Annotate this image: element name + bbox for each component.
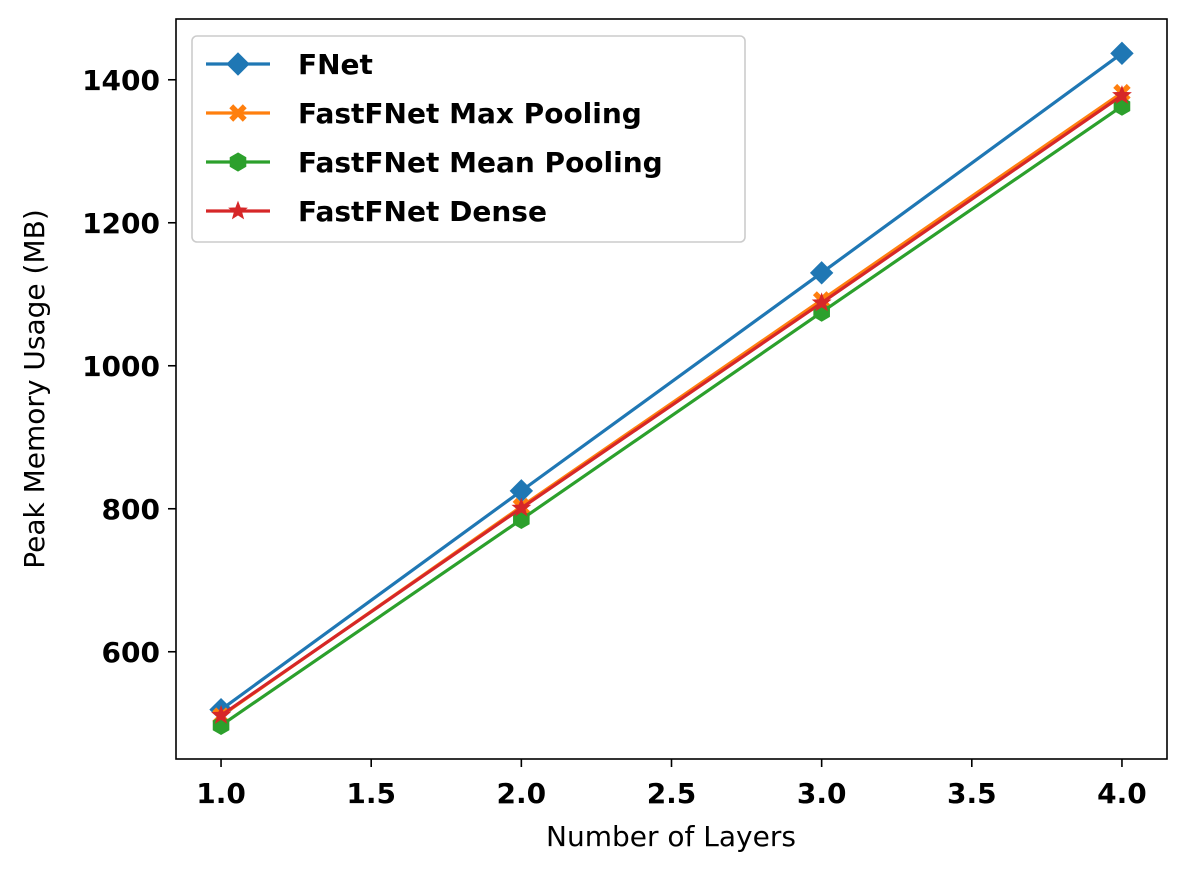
legend-label: FastFNet Dense xyxy=(298,195,547,228)
series-line-fnet xyxy=(220,52,1123,711)
legend-frame xyxy=(191,35,746,243)
y-tick-label: 800 xyxy=(102,493,160,526)
legend-label: FastFNet Max Pooling xyxy=(298,97,642,130)
series-fastfnet-dense xyxy=(211,85,1132,724)
x-axis-label: Number of Layers xyxy=(546,820,796,853)
legend-entry-fastfnet-dense: FastFNet Dense xyxy=(206,195,547,228)
legend-marker xyxy=(226,52,250,76)
x-axis: 1.0 1.5 2.0 2.5 3.0 3.5 4.0 xyxy=(196,759,1147,810)
legend-marker xyxy=(229,152,247,172)
series-line-fastfnet-mean-pooling xyxy=(220,104,1123,727)
x-tick-label: 1.5 xyxy=(346,777,396,810)
data-point-fastfnet-dense xyxy=(211,704,231,724)
y-axis-label: Peak Memory Usage (MB) xyxy=(18,209,51,569)
legend-entry-fastfnet-mean-pooling: FastFNet Mean Pooling xyxy=(206,146,663,179)
legend-entry-fastfnet-max-pooling: FastFNet Max Pooling xyxy=(206,97,642,130)
x-tick-label: 1.0 xyxy=(196,777,246,810)
series-layer xyxy=(209,41,1134,735)
x-tick-label: 2.5 xyxy=(647,777,697,810)
x-tick-label: 2.0 xyxy=(497,777,547,810)
y-tick-label: 1200 xyxy=(82,207,160,240)
y-tick-label: 600 xyxy=(102,636,160,669)
series-line-fastfnet-dense xyxy=(220,94,1123,717)
legend: FNet FastFNet Max Pooling FastFNet Mean Po… xyxy=(191,35,746,243)
y-axis: 600 800 1000 1200 1400 xyxy=(82,64,176,669)
x-tick-label: 3.0 xyxy=(797,777,847,810)
data-point-fastfnet-dense xyxy=(811,292,832,312)
x-tick-label: 3.5 xyxy=(947,777,997,810)
legend-marker xyxy=(229,104,247,122)
data-point-fnet xyxy=(809,261,834,285)
legend-marker xyxy=(228,200,248,220)
data-point-fastfnet-dense xyxy=(1112,85,1132,104)
y-tick-label: 1400 xyxy=(82,64,160,97)
legend-label: FNet xyxy=(298,48,373,81)
legend-entry-fnet: FNet xyxy=(206,48,373,81)
data-point-fastfnet-dense xyxy=(511,497,532,517)
y-tick-label: 1000 xyxy=(82,350,160,383)
legend-label: FastFNet Mean Pooling xyxy=(298,146,663,179)
x-tick-label: 4.0 xyxy=(1097,777,1147,810)
data-point-fnet xyxy=(1110,41,1134,66)
